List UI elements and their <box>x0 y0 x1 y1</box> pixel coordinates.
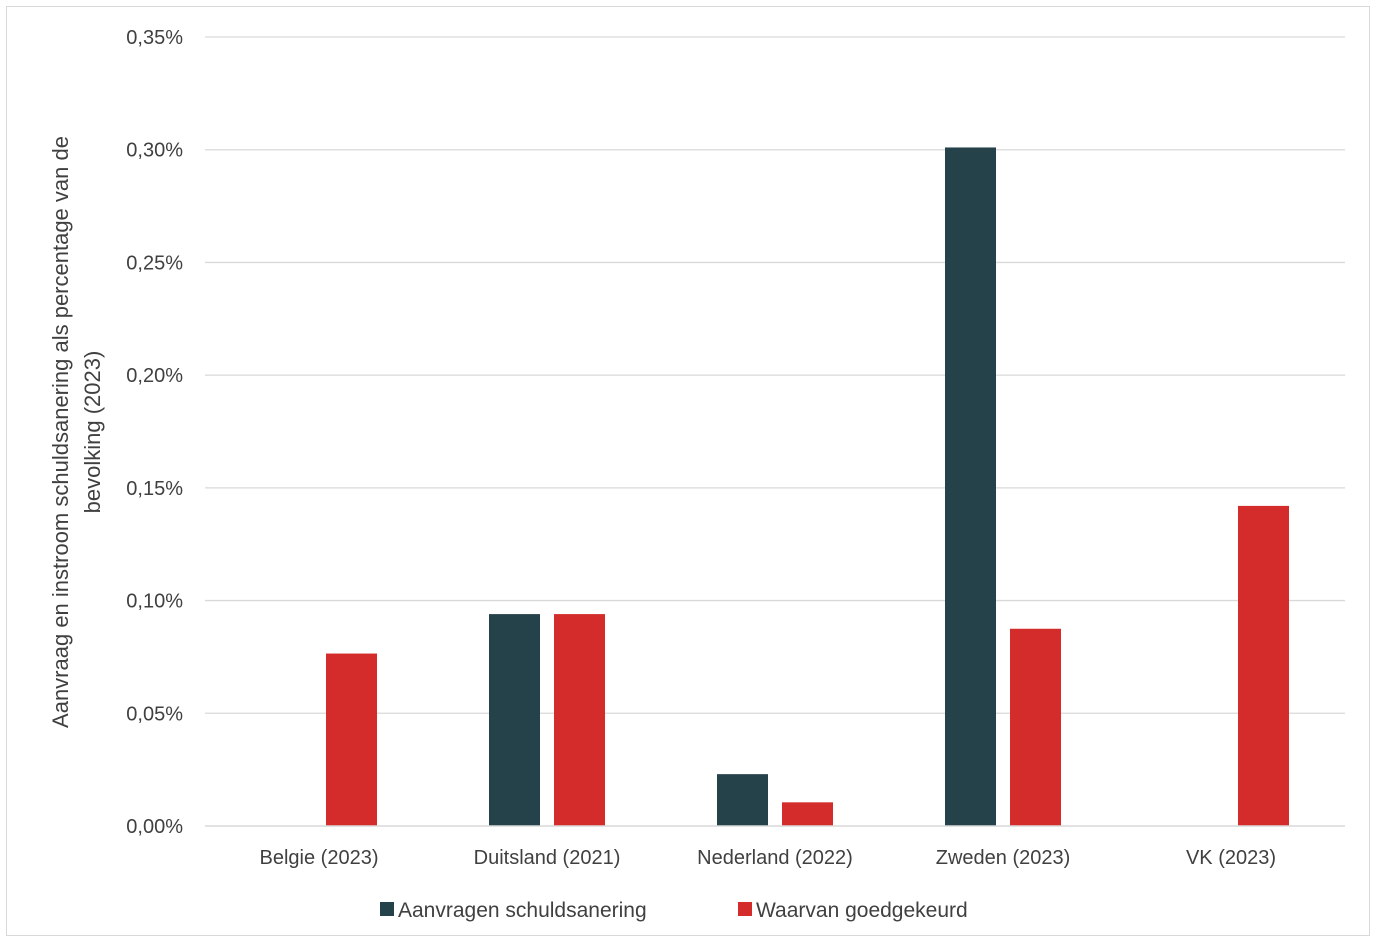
bars <box>326 147 1289 826</box>
chart-frame <box>6 6 1370 936</box>
x-tick-label: Zweden (2023) <box>936 847 1071 869</box>
bar-goedgekeurd <box>326 653 377 826</box>
legend: Aanvragen schuldsanering Waarvan goedgeke… <box>380 899 968 922</box>
y-tick-label: 0,00% <box>126 816 183 838</box>
y-tick-label: 0,30% <box>126 140 183 162</box>
bar-goedgekeurd <box>782 802 833 826</box>
y-tick-label: 0,35% <box>126 27 183 49</box>
gridlines <box>205 36 1345 714</box>
x-tick-label: Belgie (2023) <box>260 847 379 869</box>
x-tick-label: Duitsland (2021) <box>474 847 621 869</box>
x-axis-tick-labels: Belgie (2023) Duitsland (2021) Nederland (… <box>260 847 1277 869</box>
y-axis-tick-labels: 0,00% 0,05% 0,10% 0,15% 0,20% 0,25% 0,30% 0,35% <box>126 27 183 838</box>
legend-label: Waarvan goedgekeurd <box>756 899 968 922</box>
bar-aanvragen <box>717 774 768 826</box>
y-tick-label: 0,20% <box>126 365 183 387</box>
bar-goedgekeurd <box>1238 505 1289 826</box>
legend-label: Aanvragen schuldsanering <box>398 899 647 922</box>
x-tick-label: VK (2023) <box>1186 847 1276 869</box>
y-tick-label: 0,10% <box>126 591 183 613</box>
legend-swatch <box>738 902 752 916</box>
bar-goedgekeurd <box>1010 628 1061 826</box>
y-tick-label: 0,25% <box>126 252 183 274</box>
y-tick-label: 0,05% <box>126 703 183 725</box>
bar-aanvragen <box>945 147 996 826</box>
bar-aanvragen <box>489 614 540 826</box>
y-axis-title-line-1: Aanvraag en instroom schuldsanering als … <box>48 136 73 728</box>
x-tick-label: Nederland (2022) <box>697 847 853 869</box>
bar-goedgekeurd <box>554 614 605 826</box>
y-tick-label: 0,15% <box>126 478 183 500</box>
y-axis-title-line-2: bevolking (2023) <box>80 351 105 514</box>
legend-swatch <box>380 902 394 916</box>
